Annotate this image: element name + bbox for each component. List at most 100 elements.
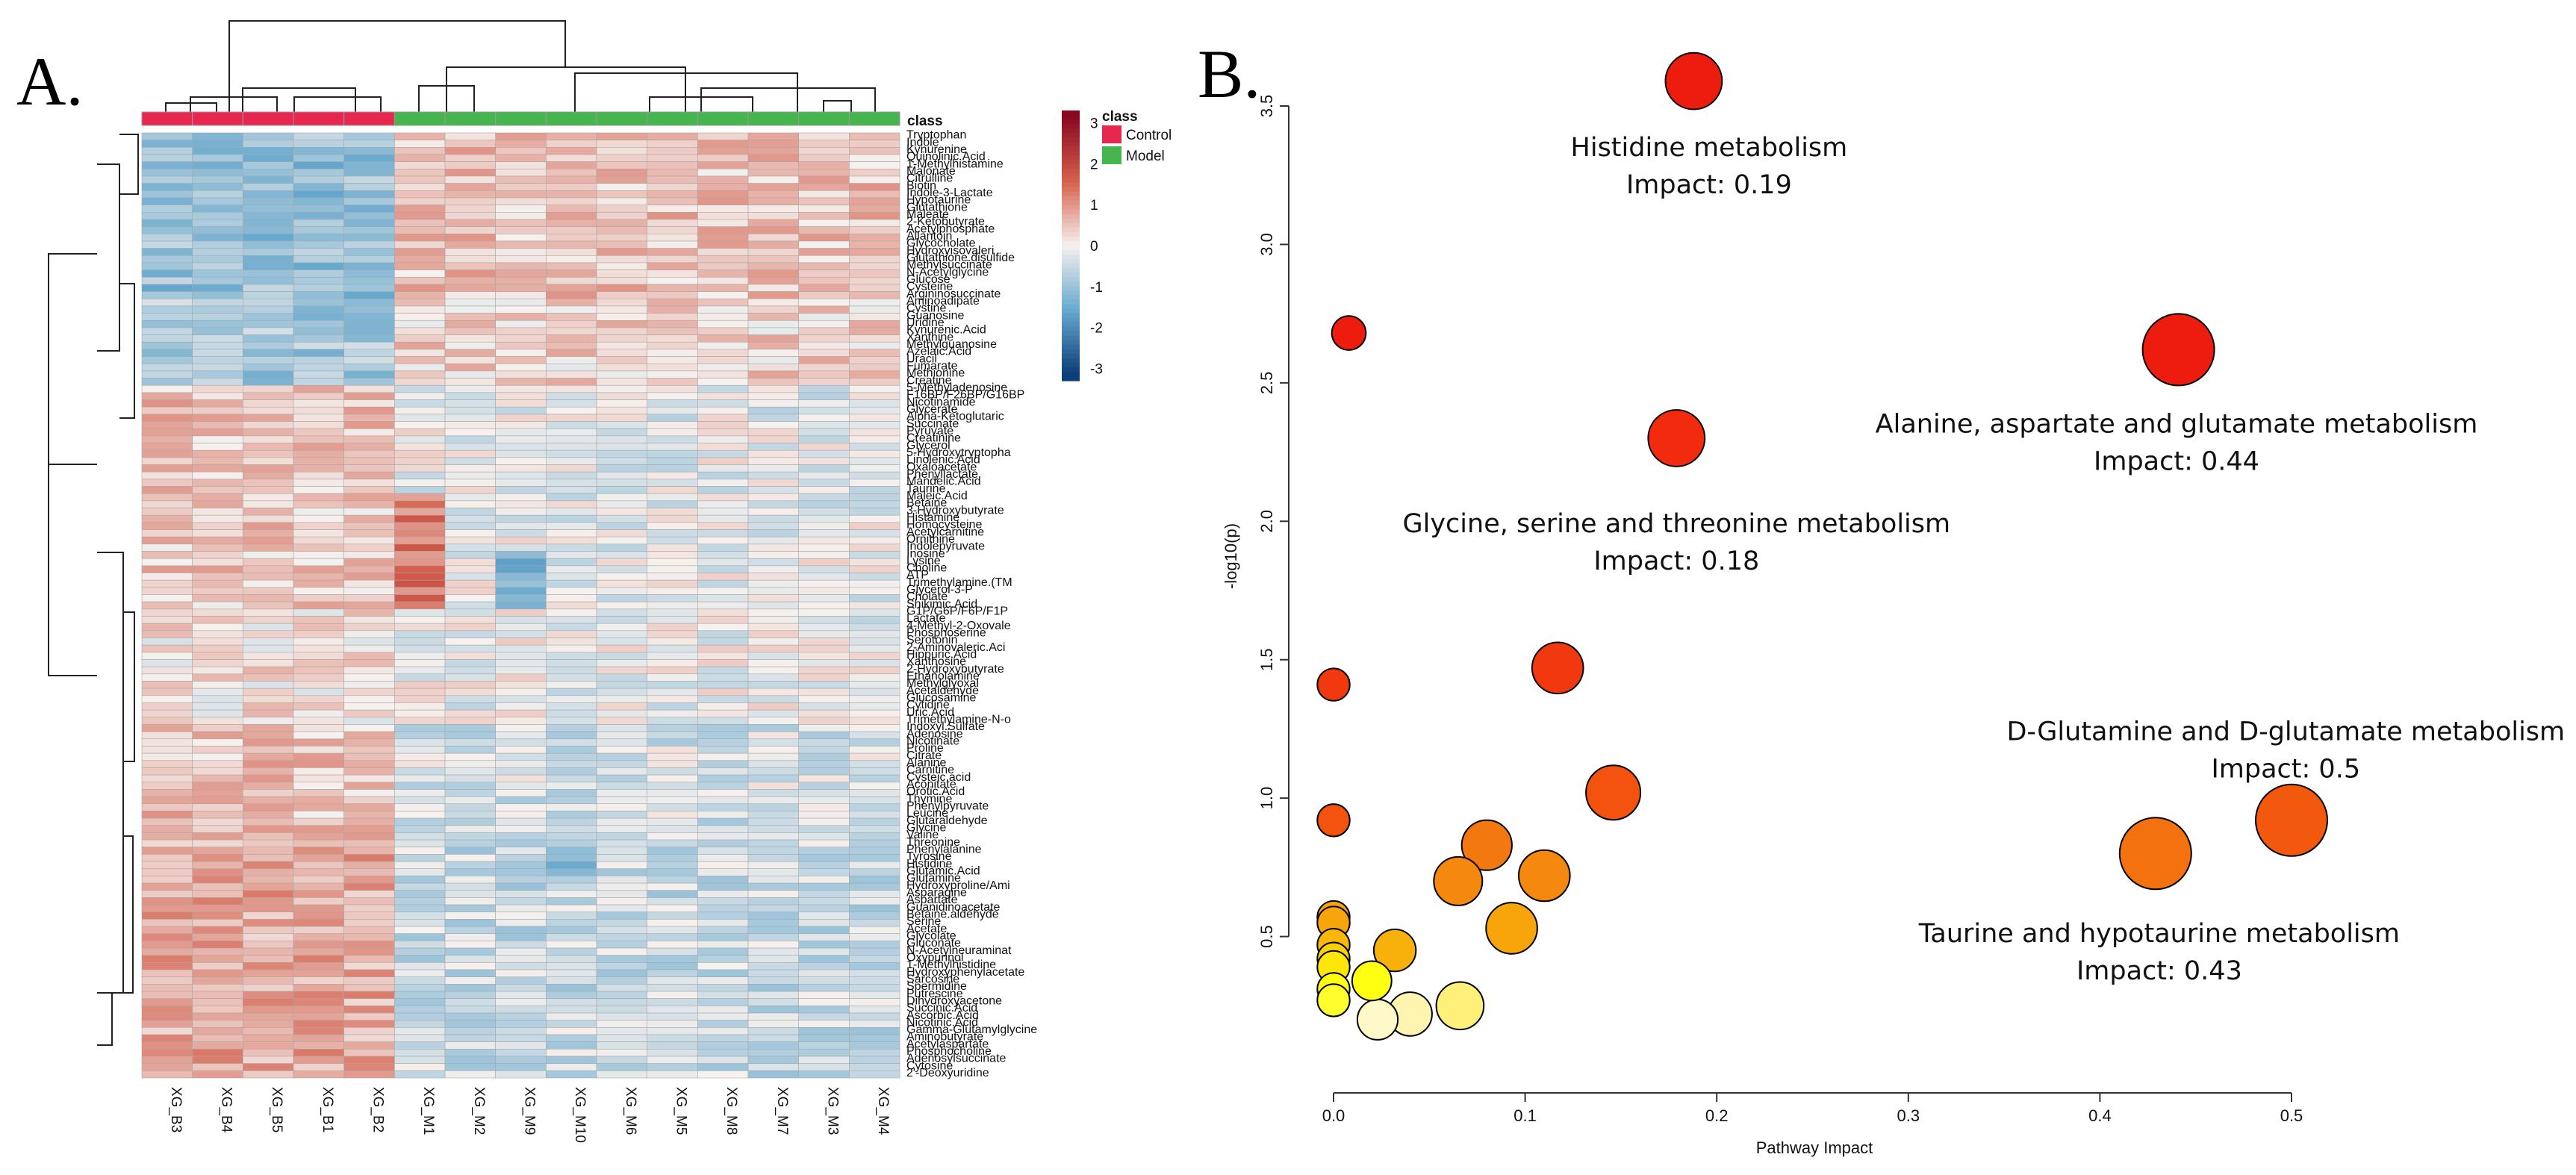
annotation-pathway-name: D-Glutamine and D-glutamate metabolism — [2006, 717, 2565, 747]
heatmap-cell — [647, 673, 698, 682]
heatmap-cell — [596, 486, 648, 494]
heatmap-cell — [495, 709, 547, 718]
heatmap-cell — [444, 1012, 496, 1020]
heatmap-cell — [849, 370, 900, 378]
heatmap-cell — [849, 623, 900, 632]
y-tick-label: 1.0 — [1257, 787, 1276, 810]
heatmap-cell — [243, 608, 294, 617]
heatmap-cell — [697, 659, 749, 667]
heatmap-cell — [495, 702, 547, 711]
heatmap-cell — [697, 205, 749, 213]
heatmap-cell — [798, 183, 850, 191]
heatmap-cell — [444, 197, 496, 205]
heatmap-cell — [243, 392, 294, 400]
heatmap-cell — [647, 147, 698, 155]
heatmap-cell — [343, 941, 395, 949]
heatmap-cell — [243, 183, 294, 191]
heatmap-cell — [141, 500, 193, 508]
heatmap-cell — [444, 183, 496, 191]
heatmap-cell — [596, 356, 648, 364]
heatmap-cell — [192, 479, 243, 487]
heatmap-cell — [798, 1012, 850, 1020]
pathway-point — [1316, 803, 1351, 838]
annotation-impact: Impact: 0.44 — [2094, 447, 2259, 477]
heatmap-cell — [141, 876, 193, 884]
heatmap-cell — [192, 587, 243, 595]
heatmap-cell — [343, 370, 395, 378]
heatmap-cell — [343, 313, 395, 321]
heatmap-cell — [495, 212, 547, 220]
heatmap-cell — [192, 508, 243, 516]
class-legend-swatch — [1102, 146, 1121, 164]
heatmap-cell — [546, 817, 597, 826]
heatmap-cell — [596, 919, 648, 927]
heatmap-cell — [747, 255, 800, 264]
heatmap-cell — [495, 608, 547, 617]
heatmap-cell — [394, 926, 446, 935]
heatmap-cell — [596, 449, 648, 458]
heatmap-cell — [596, 644, 648, 653]
heatmap-cell — [596, 666, 648, 675]
heatmap-cell — [141, 132, 193, 140]
heatmap-cell — [849, 486, 900, 494]
heatmap-cell — [849, 782, 900, 790]
heatmap-cell — [647, 140, 698, 148]
heatmap-cell — [747, 760, 800, 768]
heatmap-cell — [293, 789, 344, 797]
heatmap-cell — [849, 183, 900, 191]
heatmap-cell — [141, 205, 193, 213]
heatmap-cell — [798, 1070, 850, 1079]
heatmap-cell — [747, 147, 800, 155]
heatmap-cell — [495, 392, 547, 400]
heatmap-cell — [747, 991, 800, 999]
heatmap-cell — [596, 428, 648, 437]
heatmap-cell — [647, 384, 698, 393]
heatmap-cell — [293, 738, 344, 747]
heatmap-cell — [444, 811, 496, 819]
row-label: Homocysteine — [906, 519, 982, 532]
heatmap-cell — [192, 464, 243, 473]
heatmap-cell — [697, 638, 749, 646]
heatmap-cell — [394, 752, 446, 761]
heatmap-cell — [141, 175, 193, 184]
heatmap-cell — [394, 644, 446, 653]
heatmap-cell — [293, 861, 344, 870]
heatmap-cell — [546, 190, 597, 199]
heatmap-cell — [647, 782, 698, 790]
heatmap-cell — [192, 695, 243, 703]
heatmap-cell — [243, 579, 294, 588]
heatmap-cell — [546, 681, 597, 689]
colorbar-segment — [1062, 231, 1080, 237]
heatmap-cell — [141, 673, 193, 682]
heatmap-cell — [747, 363, 800, 372]
heatmap-cell — [293, 962, 344, 970]
colorbar-segment — [1062, 164, 1080, 170]
heatmap-cell — [596, 659, 648, 667]
heatmap-cell — [747, 876, 800, 884]
row-label: Uracil — [906, 352, 937, 365]
heatmap-cell — [546, 811, 597, 819]
heatmap-cell — [444, 825, 496, 833]
heatmap-cell — [495, 421, 547, 429]
heatmap-cell — [697, 876, 749, 884]
heatmap-cell — [697, 897, 749, 906]
heatmap-cell — [192, 752, 243, 761]
heatmap-cell — [343, 947, 395, 956]
heatmap-cell — [647, 161, 698, 169]
heatmap-cell — [596, 579, 648, 588]
heatmap-cell — [343, 666, 395, 675]
heatmap-cell — [394, 688, 446, 696]
row-label: Azelaic.Acid — [906, 346, 971, 358]
heatmap-cell — [444, 616, 496, 624]
heatmap-cell — [141, 320, 193, 328]
heatmap-cell — [293, 573, 344, 581]
heatmap-cell — [647, 904, 698, 913]
heatmap-cell — [343, 644, 395, 653]
heatmap-cell — [444, 594, 496, 602]
heatmap-cell — [596, 551, 648, 559]
heatmap-cell — [444, 161, 496, 169]
heatmap-cell — [546, 724, 597, 732]
heatmap-cell — [546, 421, 597, 429]
heatmap-cell — [798, 673, 850, 682]
heatmap-cell — [596, 623, 648, 632]
